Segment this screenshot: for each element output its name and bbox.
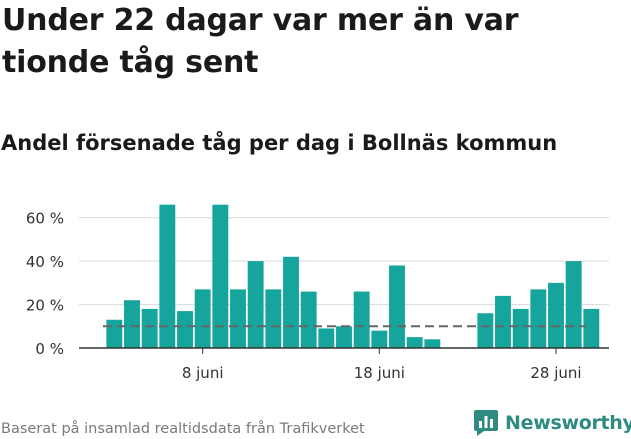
bar [300, 291, 317, 348]
y-tick-label: 60 % [26, 210, 64, 228]
bar [583, 308, 600, 348]
bar [530, 289, 547, 348]
newsworthy-logo-icon [474, 410, 498, 436]
bar [141, 308, 158, 348]
bar [177, 311, 193, 348]
bar [512, 308, 529, 348]
bar [283, 256, 299, 348]
x-tick-label: 8 juni [182, 364, 224, 382]
bar [318, 328, 335, 348]
headline: Under 22 dagar var mer än var tionde tåg… [2, 3, 519, 80]
brand-name: Newsworthy [505, 412, 631, 434]
bar [247, 261, 264, 348]
bar [230, 289, 246, 348]
bar [124, 300, 140, 348]
bar [265, 289, 282, 348]
bar [548, 282, 564, 348]
bar [194, 289, 211, 348]
x-axis-tick-labels: 8 juni 18 juni 28 juni [182, 364, 582, 382]
bar [371, 330, 388, 348]
source-note: Baserat på insamlad realtidsdata från Tr… [1, 421, 365, 437]
bar [212, 204, 229, 348]
x-tick-label: 18 juni [354, 364, 405, 382]
bar [106, 319, 123, 348]
bar [336, 326, 352, 348]
bar [565, 261, 582, 348]
bar [353, 291, 370, 348]
bar [406, 337, 423, 348]
x-tick-label: 28 juni [530, 364, 581, 382]
y-tick-label: 40 % [26, 253, 64, 271]
bar [159, 204, 176, 348]
y-tick-label: 20 % [26, 297, 64, 315]
x-axis [79, 347, 609, 354]
y-tick-label: 0 % [35, 340, 64, 358]
chart-subtitle: Andel försenade tåg per dag i Bollnäs ko… [1, 131, 558, 155]
bar [389, 265, 405, 348]
y-axis-tick-labels: 0 % 20 % 40 % 60 % [26, 210, 64, 358]
bar [495, 295, 511, 348]
brand-logo[interactable]: Newsworthy [474, 408, 631, 438]
bar [477, 313, 494, 348]
grid-lines [79, 217, 609, 306]
bar [424, 339, 441, 348]
bar-chart: 0 % 20 % 40 % 60 % 8 juni 18 juni 28 juni [26, 204, 609, 382]
